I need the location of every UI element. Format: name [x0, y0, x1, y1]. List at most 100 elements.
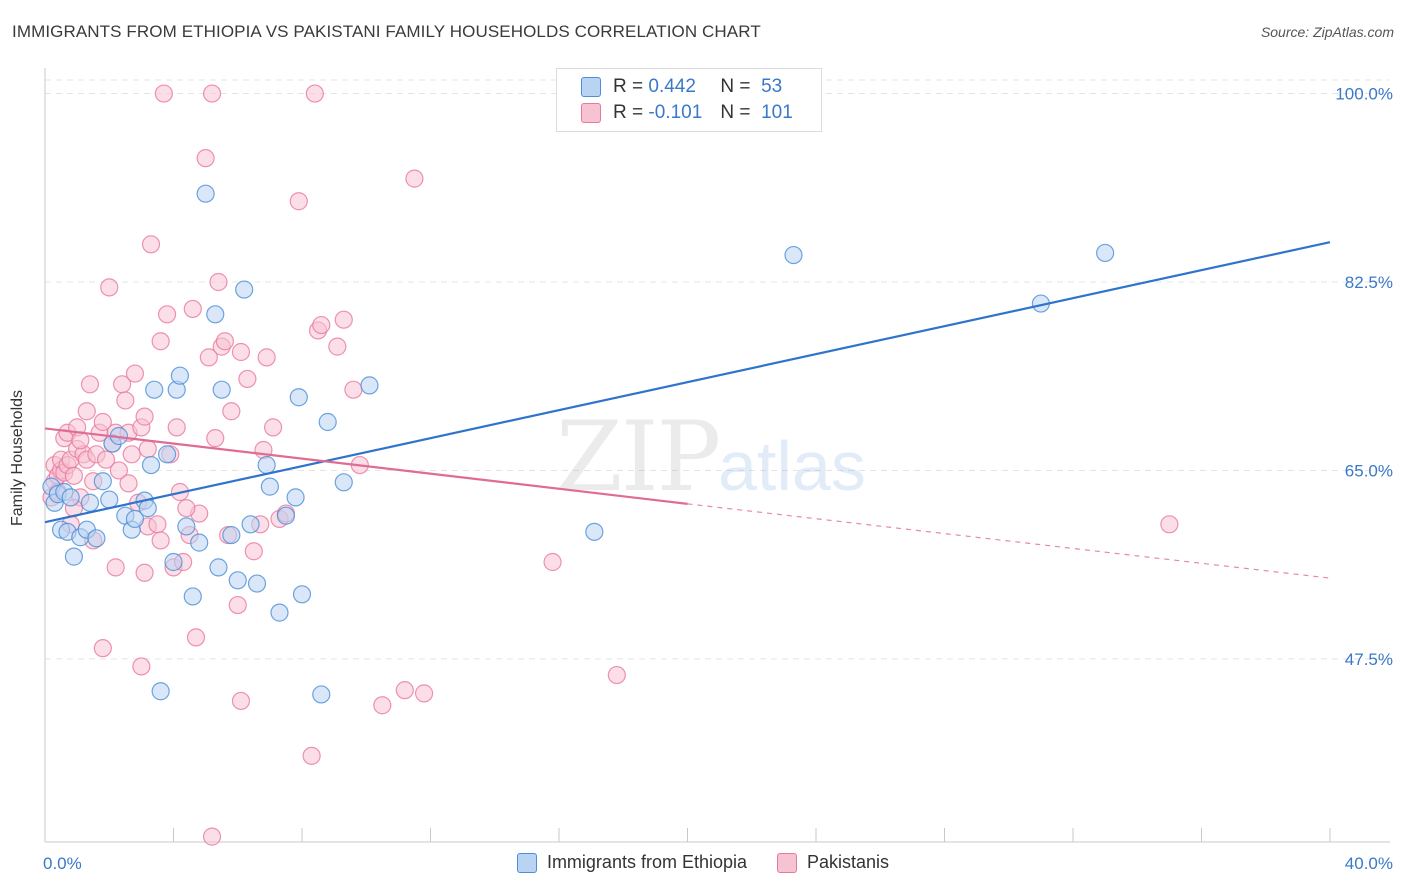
point-ethiopia — [141, 455, 161, 475]
point-ethiopia — [260, 477, 279, 496]
point-ethiopia — [334, 473, 353, 492]
point-pakistanis — [148, 515, 167, 534]
grid-lines — [45, 79, 1390, 660]
point-pakistanis — [254, 440, 273, 460]
stats-row-pakistanis: R = -0.101 N = 101 — [581, 101, 793, 125]
watermark-atlas: atlas — [718, 427, 866, 505]
point-pakistanis — [414, 684, 434, 703]
point-ethiopia — [196, 184, 215, 203]
point-ethiopia — [151, 682, 170, 701]
point-ethiopia — [64, 547, 84, 566]
point-pakistanis — [263, 418, 283, 437]
point-ethiopia — [80, 493, 100, 512]
point-pakistanis — [154, 84, 173, 103]
point-pakistanis — [64, 466, 84, 485]
point-ethiopia — [206, 305, 225, 324]
y-tick-label: 100.0% — [1335, 85, 1393, 104]
y-tick-label: 82.5% — [1345, 273, 1393, 292]
r-value: 0.442 — [648, 76, 696, 97]
point-pakistanis — [177, 499, 196, 518]
point-ethiopia — [292, 585, 312, 604]
trend-line-pakistanis — [44, 427, 688, 505]
point-pakistanis — [167, 418, 186, 437]
point-pakistanis — [373, 696, 392, 715]
point-pakistanis — [302, 746, 321, 765]
point-pakistanis — [135, 563, 154, 582]
point-ethiopia — [177, 517, 196, 536]
y-tick-label: 47.5% — [1345, 650, 1393, 669]
point-pakistanis — [228, 595, 247, 615]
legend-item-ethiopia[interactable]: Immigrants from Ethiopia — [516, 852, 747, 873]
point-ethiopia — [257, 455, 276, 475]
point-pakistanis — [199, 348, 218, 367]
legend-swatch-pink — [581, 103, 601, 123]
point-pakistanis — [328, 337, 347, 356]
legend-label: Pakistanis — [807, 852, 890, 872]
legend-swatch-pink — [777, 852, 798, 873]
point-pakistanis — [151, 531, 170, 550]
point-pakistanis — [215, 332, 234, 351]
point-pakistanis — [206, 429, 225, 448]
chart-title: IMMIGRANTS FROM ETHIOPIA VS PAKISTANI FA… — [12, 22, 761, 41]
r-label: R = — [613, 102, 644, 123]
point-ethiopia — [228, 571, 247, 590]
point-pakistanis — [231, 342, 251, 362]
point-pakistanis — [334, 310, 353, 329]
point-pakistanis — [80, 375, 100, 394]
point-pakistanis — [109, 461, 128, 480]
n-value: 101 — [761, 102, 793, 123]
point-ethiopia — [170, 366, 190, 385]
point-ethiopia — [247, 574, 267, 593]
n-label: N = — [720, 76, 751, 97]
point-pakistanis — [196, 149, 215, 168]
stats-legend: R = 0.442 N = 53 R = -0.101 N = 101 — [556, 68, 822, 132]
point-pakistanis — [125, 364, 145, 383]
legend-swatch-blue — [516, 852, 537, 873]
point-pakistanis — [222, 402, 241, 421]
point-ethiopia — [312, 685, 331, 704]
point-ethiopia — [190, 533, 209, 552]
series-legend: Immigrants from Ethiopia Pakistanis — [0, 852, 1406, 873]
point-pakistanis — [344, 380, 363, 399]
point-pakistanis — [106, 558, 125, 577]
point-ethiopia — [145, 380, 164, 399]
point-ethiopia — [212, 380, 231, 399]
point-pakistanis — [135, 407, 154, 426]
x-tick-label: 0.0% — [43, 854, 82, 873]
watermark-zip: ZIP — [556, 401, 719, 513]
point-pakistanis — [96, 450, 116, 469]
point-pakistanis — [289, 192, 308, 211]
r-label: R = — [613, 76, 644, 97]
point-pakistanis — [116, 391, 135, 410]
point-ethiopia — [318, 412, 337, 432]
point-ethiopia — [93, 472, 112, 491]
point-ethiopia — [157, 445, 177, 464]
point-pakistanis — [405, 169, 424, 188]
point-pakistanis — [77, 402, 96, 421]
trend-line-ethiopia — [44, 241, 1331, 524]
watermark: ZIP atlas — [556, 401, 866, 513]
point-ethiopia — [183, 587, 202, 606]
point-ethiopia — [276, 506, 296, 525]
point-pakistanis — [1160, 515, 1179, 534]
point-pakistanis — [183, 299, 202, 319]
x-tick-label: 40.0% — [1345, 854, 1393, 873]
point-ethiopia — [270, 603, 289, 622]
trend-lines — [44, 241, 1331, 579]
point-ethiopia — [100, 490, 119, 509]
point-ethiopia — [784, 245, 803, 265]
point-ethiopia — [138, 499, 157, 518]
point-pakistanis — [138, 439, 157, 459]
point-pakistanis — [209, 272, 228, 292]
point-pakistanis — [93, 639, 112, 658]
point-pakistanis — [186, 628, 206, 647]
r-value: -0.101 — [648, 102, 703, 123]
point-pakistanis — [151, 332, 170, 351]
point-pakistanis — [202, 827, 222, 846]
point-ethiopia — [585, 522, 604, 541]
source-credit: Source: ZipAtlas.com — [1260, 24, 1394, 40]
legend-item-pakistanis[interactable]: Pakistanis — [777, 852, 889, 873]
tick-labels: 47.5% 65.0% 82.5% 100.0% 0.0% 40.0% — [43, 85, 1393, 873]
point-pakistanis — [202, 84, 222, 103]
